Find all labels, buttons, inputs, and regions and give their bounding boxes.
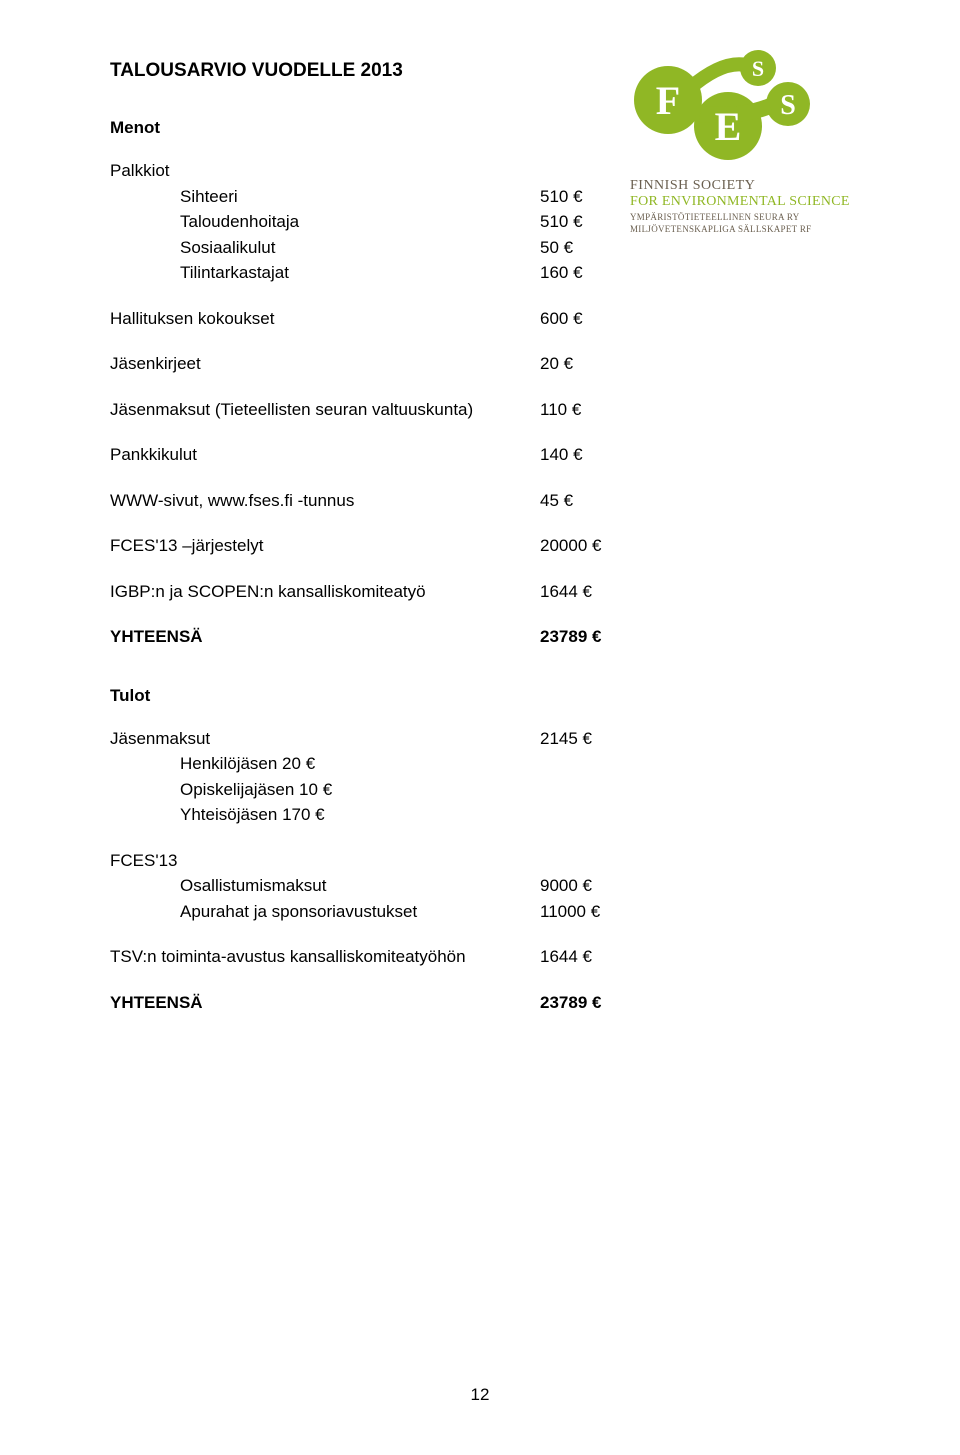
- item-label: Osallistumismaksut: [110, 873, 540, 899]
- item-value: 50 €: [540, 235, 573, 261]
- sub-label: Yhteisöjäsen 170 €: [110, 802, 540, 828]
- item-value: 11000 €: [540, 899, 600, 925]
- sub-label: Opiskelijajäsen 10 €: [110, 777, 540, 803]
- svg-text:F: F: [656, 78, 680, 123]
- logo-line3: YMPÄRISTÖTIETEELLINEN SEURA RY: [630, 212, 870, 222]
- fces-item: Apurahat ja sponsoriavustukset11000 €: [110, 899, 850, 925]
- tulot-total-label: YHTEENSÄ: [110, 990, 540, 1016]
- row-label: WWW-sivut, www.fses.fi -tunnus: [110, 488, 540, 514]
- row-label: Hallituksen kokoukset: [110, 306, 540, 332]
- tulot-header: Tulot: [110, 686, 850, 706]
- item-label: Sihteeri: [110, 184, 540, 210]
- jasenmaksut-label: Jäsenmaksut: [110, 726, 540, 752]
- item-label: Tilintarkastajat: [110, 260, 540, 286]
- palkkiot-item: Sosiaalikulut50 €: [110, 235, 850, 261]
- logo-line1: FINNISH SOCIETY: [630, 178, 870, 194]
- jasenmaksut-sub-item: Opiskelijajäsen 10 €: [110, 777, 850, 803]
- item-value: 9000 €: [540, 873, 592, 899]
- menot-row: Pankkikulut140 €: [110, 442, 850, 468]
- menot-total-value: 23789 €: [540, 624, 601, 650]
- logo-text: FINNISH SOCIETY FOR ENVIRONMENTAL SCIENC…: [630, 178, 870, 234]
- fess-logo-icon: F E S S: [630, 48, 810, 168]
- sub-label: Henkilöjäsen 20 €: [110, 751, 540, 777]
- fces-label-row: FCES'13: [110, 848, 850, 874]
- row-value: 1644 €: [540, 579, 592, 605]
- logo-line2: FOR ENVIRONMENTAL SCIENCE: [630, 194, 870, 210]
- row-value: 20000 €: [540, 533, 601, 559]
- menot-row: Jäsenmaksut (Tieteellisten seuran valtuu…: [110, 397, 850, 423]
- row-value: 600 €: [540, 306, 583, 332]
- tulot-total-value: 23789 €: [540, 990, 601, 1016]
- svg-text:S: S: [780, 90, 796, 121]
- jasenmaksut-sub-item: Yhteisöjäsen 170 €: [110, 802, 850, 828]
- item-value: 510 €: [540, 184, 583, 210]
- menot-row: WWW-sivut, www.fses.fi -tunnus45 €: [110, 488, 850, 514]
- tsv-value: 1644 €: [540, 944, 592, 970]
- row-label: Pankkikulut: [110, 442, 540, 468]
- row-label: IGBP:n ja SCOPEN:n kansalliskomiteatyö: [110, 579, 540, 605]
- row-value: 20 €: [540, 351, 573, 377]
- row-label: Jäsenkirjeet: [110, 351, 540, 377]
- tsv-row: TSV:n toiminta-avustus kansalliskomiteat…: [110, 944, 850, 970]
- logo-line4: MILJÖVETENSKAPLIGA SÄLLSKAPET RF: [630, 224, 870, 234]
- svg-text:E: E: [715, 104, 742, 149]
- item-value: 160 €: [540, 260, 583, 286]
- item-label: Taloudenhoitaja: [110, 209, 540, 235]
- menot-total: YHTEENSÄ 23789 €: [110, 624, 850, 650]
- row-value: 45 €: [540, 488, 573, 514]
- svg-text:S: S: [752, 56, 764, 81]
- menot-row: IGBP:n ja SCOPEN:n kansalliskomiteatyö16…: [110, 579, 850, 605]
- fces-item: Osallistumismaksut9000 €: [110, 873, 850, 899]
- jasenmaksut-row: Jäsenmaksut 2145 €: [110, 726, 850, 752]
- row-label: FCES'13 –järjestelyt: [110, 533, 540, 559]
- menot-total-label: YHTEENSÄ: [110, 624, 540, 650]
- tsv-label: TSV:n toiminta-avustus kansalliskomiteat…: [110, 944, 540, 970]
- jasenmaksut-value: 2145 €: [540, 726, 592, 752]
- logo: F E S S FINNISH SOCIETY FOR ENVIRONMENTA…: [630, 48, 870, 234]
- item-label: Apurahat ja sponsoriavustukset: [110, 899, 540, 925]
- page-number: 12: [0, 1385, 960, 1405]
- item-label: Sosiaalikulut: [110, 235, 540, 261]
- item-value: 510 €: [540, 209, 583, 235]
- palkkiot-item: Tilintarkastajat160 €: [110, 260, 850, 286]
- tulot-total: YHTEENSÄ 23789 €: [110, 990, 850, 1016]
- row-label: Jäsenmaksut (Tieteellisten seuran valtuu…: [110, 397, 540, 423]
- fces-label: FCES'13: [110, 848, 540, 874]
- row-value: 110 €: [540, 397, 581, 423]
- jasenmaksut-sub-item: Henkilöjäsen 20 €: [110, 751, 850, 777]
- menot-row: Jäsenkirjeet20 €: [110, 351, 850, 377]
- menot-row: Hallituksen kokoukset600 €: [110, 306, 850, 332]
- row-value: 140 €: [540, 442, 583, 468]
- menot-row: FCES'13 –järjestelyt20000 €: [110, 533, 850, 559]
